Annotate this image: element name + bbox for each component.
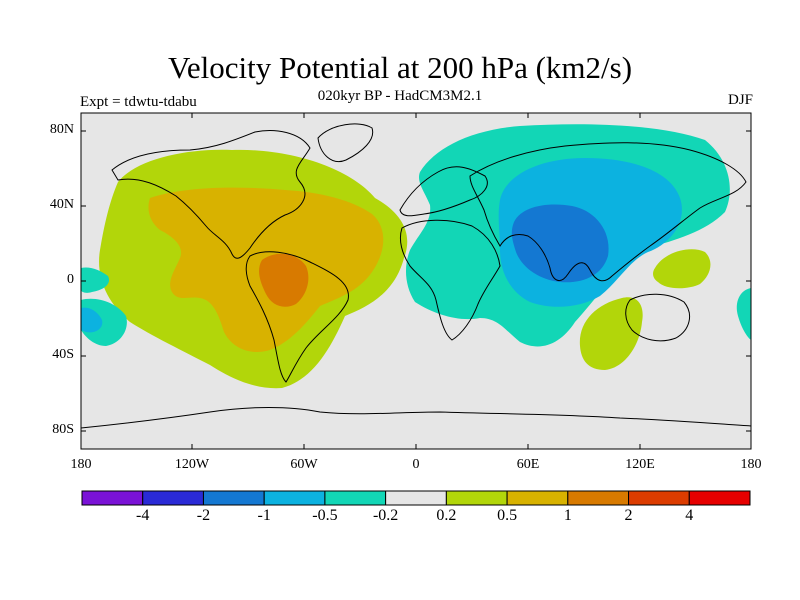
colorbar-label: -4	[136, 507, 150, 524]
positive-region-west-pacific	[653, 249, 711, 289]
coastlines	[81, 123, 751, 429]
positive-region-indian	[579, 297, 643, 370]
lon-tick-0: 0	[412, 457, 420, 472]
contour-field	[81, 113, 751, 449]
colorbar-label: 4	[685, 507, 694, 524]
colorbar-swatch	[263, 490, 326, 506]
positive-region-1	[259, 253, 309, 307]
colorbar-swatch	[81, 490, 144, 506]
negative-region-west-edge-0.5	[81, 307, 103, 333]
colorbar-swatch	[628, 490, 690, 506]
lat-tick-40s: 40S	[52, 347, 74, 362]
colorbar-swatch	[567, 490, 630, 506]
lon-tick-60w: 60W	[290, 457, 318, 472]
colorbar-swatch	[385, 490, 447, 506]
lon-tick-180w: 180	[70, 457, 92, 472]
colorbar	[81, 490, 751, 506]
colorbar-label: -0.2	[372, 507, 399, 524]
colorbar-swatch	[202, 490, 265, 506]
negative-region-east-edge	[736, 288, 751, 340]
lon-tick-60e: 60E	[516, 457, 540, 472]
colorbar-label: -0.5	[312, 507, 338, 524]
colorbar-swatch	[445, 490, 508, 506]
lat-tick-80n: 80N	[49, 122, 74, 137]
lat-tick-40n: 40N	[49, 197, 74, 212]
colorbar-label: -1	[257, 507, 271, 524]
map-subtitle: 020kyr BP - HadCM3M2.1	[317, 88, 483, 104]
season-label: DJF	[727, 92, 753, 108]
lon-tick-120w: 120W	[174, 457, 210, 472]
lat-tick-80s: 80S	[52, 422, 74, 437]
colorbar-label: 0.2	[436, 507, 457, 524]
colorbar-swatch	[324, 490, 387, 506]
colorbar-swatch	[688, 490, 751, 506]
colorbar-label: 0.5	[497, 507, 518, 524]
lon-tick-120e: 120E	[625, 457, 655, 472]
lat-tick-0: 0	[67, 272, 74, 287]
colorbar-swatch	[506, 490, 569, 506]
colorbar-label: -2	[196, 507, 211, 524]
axis-ticks	[81, 113, 751, 449]
colorbar-label: 2	[624, 507, 633, 524]
colorbar-swatch	[142, 490, 204, 506]
experiment-label: Expt = tdwtu-tdabu	[80, 94, 197, 110]
map-title: Velocity Potential at 200 hPa (km2/s)	[167, 50, 633, 85]
lon-tick-180e: 180	[740, 457, 762, 472]
colorbar-label: 1	[563, 507, 572, 524]
